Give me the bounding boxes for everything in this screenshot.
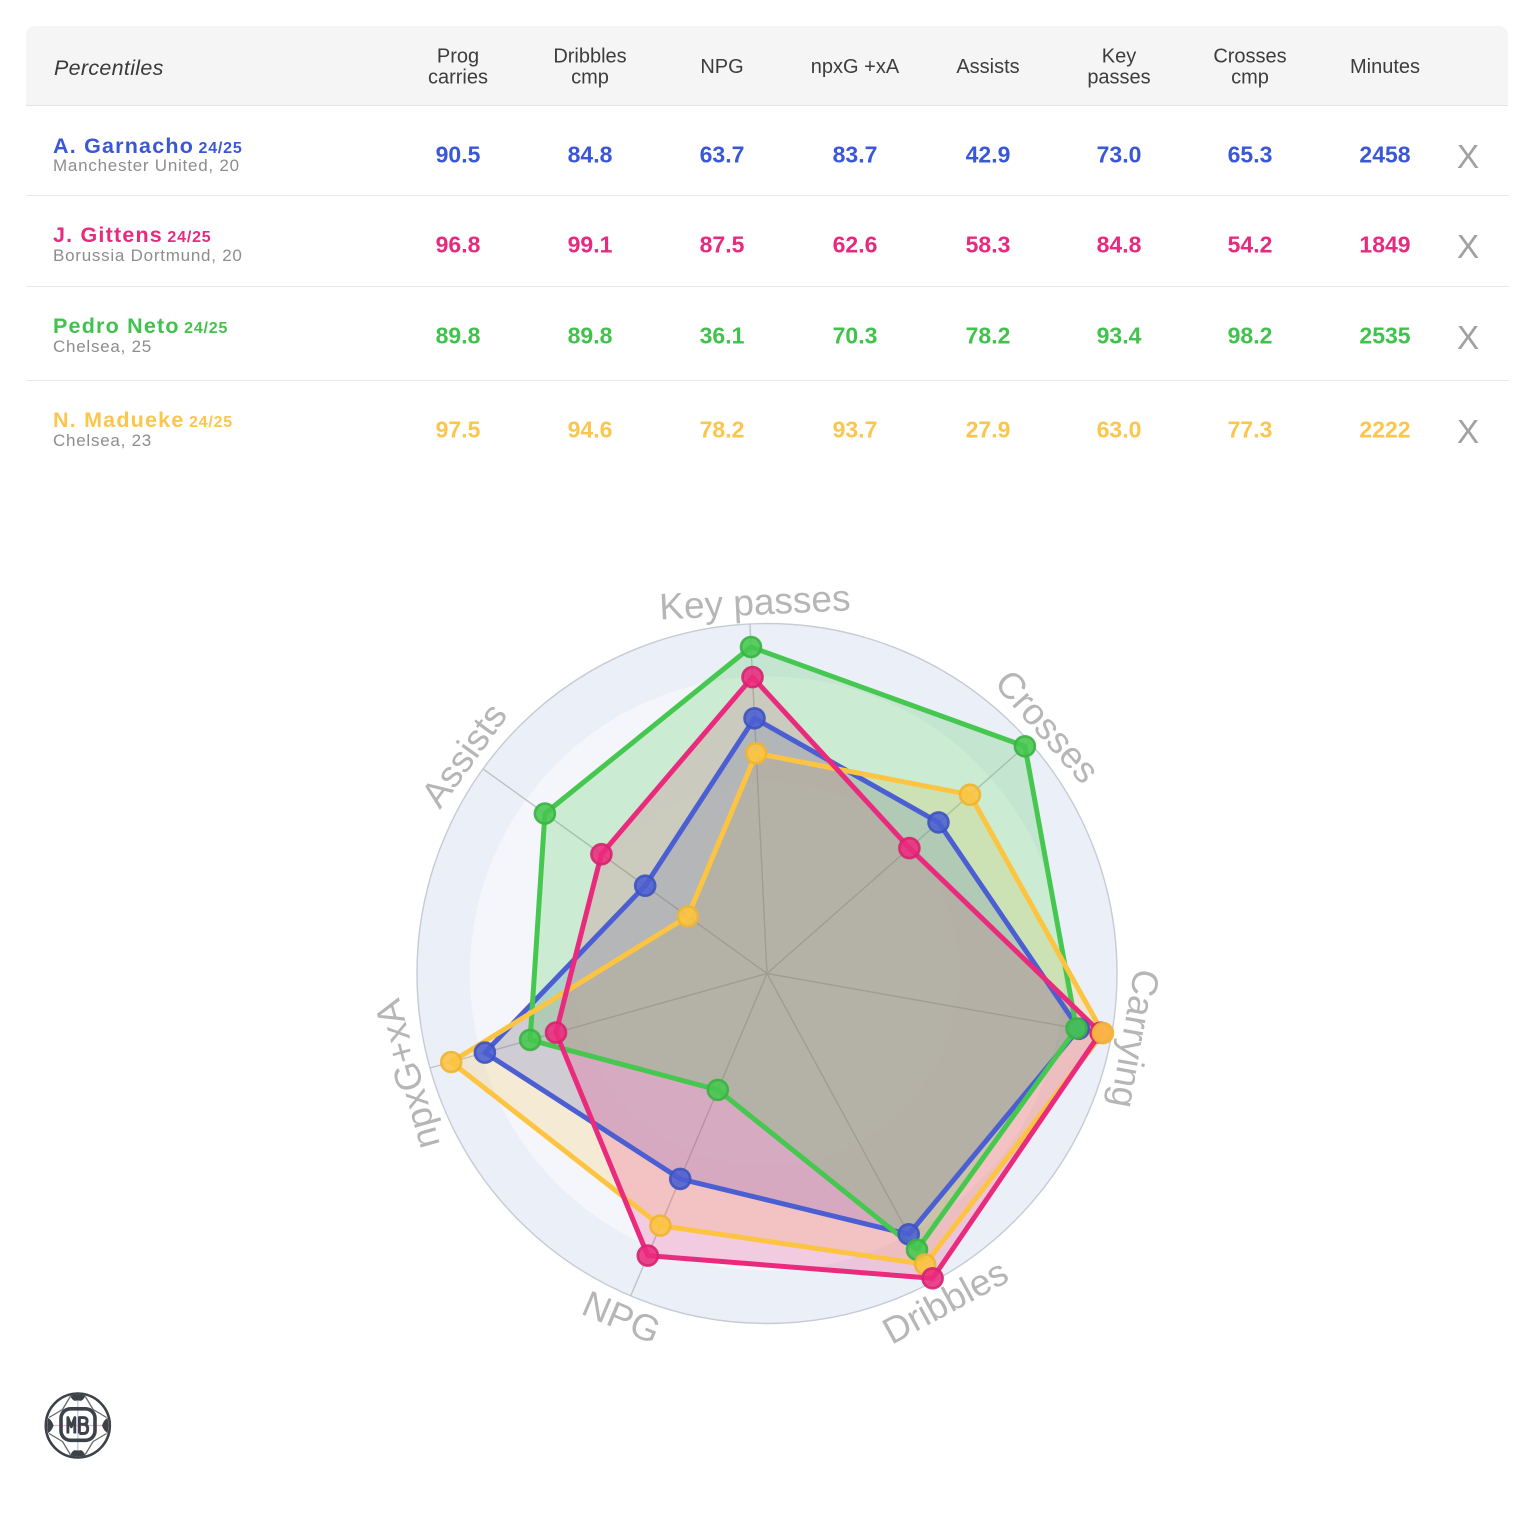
svg-text:Key passes: Key passes [658,577,851,627]
